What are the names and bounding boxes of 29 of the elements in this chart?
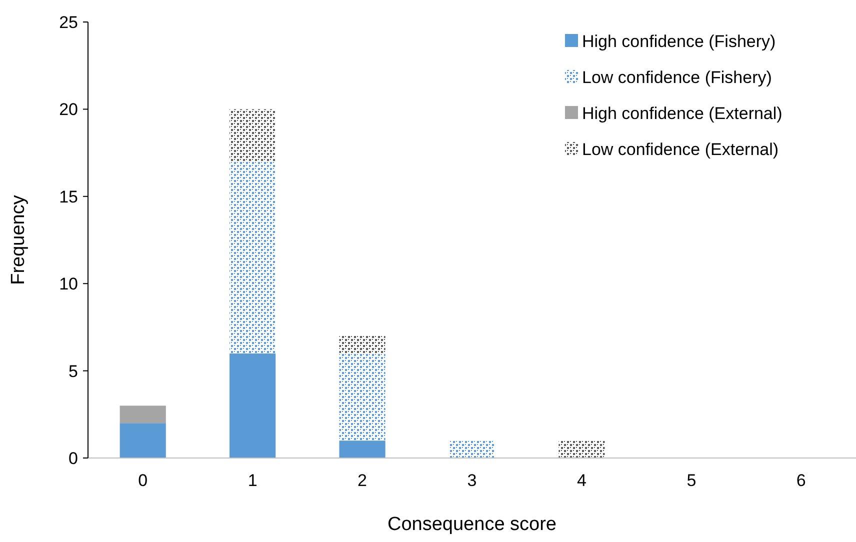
bar (230, 353, 276, 458)
bar (230, 162, 276, 354)
legend-label: High confidence (Fishery) (582, 32, 776, 51)
bar (558, 440, 605, 458)
legend-label: High confidence (External) (582, 104, 782, 123)
bar (339, 336, 386, 354)
bar (230, 109, 276, 162)
legend-label: Low confidence (External) (582, 140, 779, 159)
bar (448, 440, 496, 458)
x-axis-title: Consequence score (388, 514, 556, 535)
bar (339, 353, 386, 441)
y-tick-label: 10 (59, 274, 78, 294)
y-tick-label: 25 (59, 12, 78, 32)
legend-label: Low confidence (Fishery) (582, 68, 772, 87)
x-tick-label: 1 (248, 471, 258, 490)
x-tick-label: 4 (576, 471, 586, 490)
x-tick-label: 2 (358, 471, 368, 490)
bar (120, 423, 166, 458)
x-tick-label: 3 (467, 471, 477, 490)
bar (120, 406, 166, 424)
y-tick-label: 20 (59, 100, 78, 120)
bar (339, 440, 386, 458)
y-axis-title: Frequency (8, 194, 29, 285)
x-tick-label: 6 (796, 471, 806, 490)
x-tick-label: 5 (686, 471, 696, 490)
y-tick-label: 0 (68, 448, 78, 468)
y-tick-label: 15 (59, 187, 78, 206)
x-tick-label: 0 (138, 471, 148, 490)
y-tick-label: 5 (68, 362, 78, 381)
